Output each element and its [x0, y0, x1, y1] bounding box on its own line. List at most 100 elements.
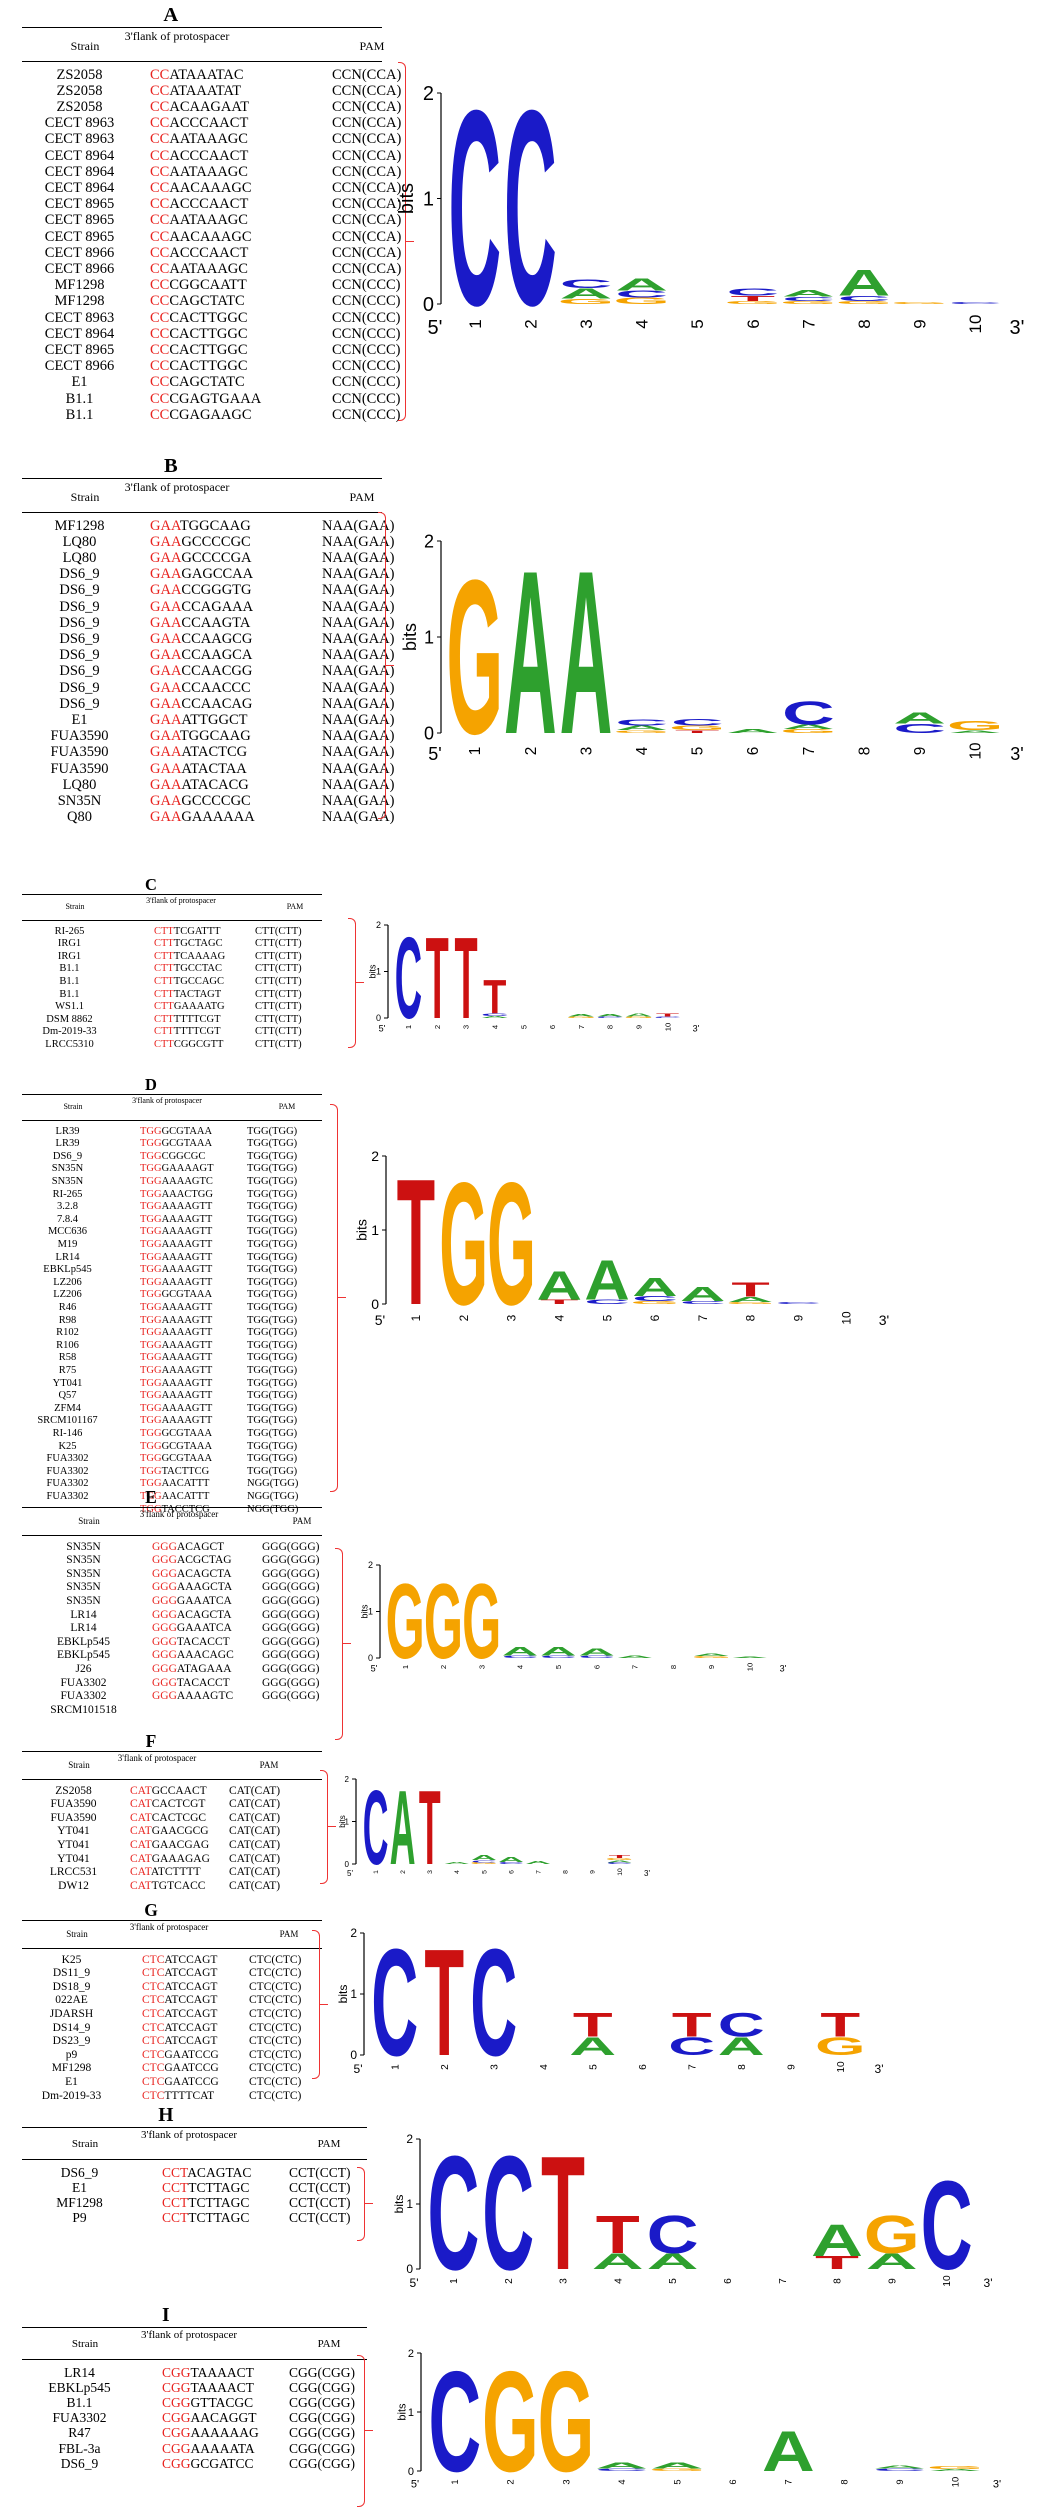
- strain-cell: P9: [72, 2210, 87, 2226]
- pam-motif: TGG: [140, 1377, 162, 1389]
- flank-sequence: CACTTGGC: [169, 358, 248, 375]
- logo-letter-g: G: [624, 1016, 653, 1018]
- logo-letter-g: G: [726, 1301, 775, 1304]
- flank-cell: TGGAAAAGTT: [140, 1302, 212, 1313]
- header-strain: Strain: [66, 1928, 88, 1939]
- flank-sequence: CACTTGGC: [169, 325, 248, 342]
- position-label: 9: [635, 1025, 644, 1029]
- flank-sequence: ATAAATAT: [169, 82, 242, 99]
- logo-letter-t: T: [426, 914, 449, 1043]
- panel-letter: F: [145, 1731, 157, 1751]
- position-label: 6: [744, 319, 763, 328]
- pam-motif: TGG: [140, 1490, 162, 1502]
- pam-motif: CTT: [154, 963, 174, 975]
- logo-letter-c: C: [921, 2155, 973, 2296]
- logo-letter-a: A: [693, 1653, 729, 1657]
- position-label: 1: [401, 1665, 410, 1669]
- logo-letter-g: G: [482, 2342, 539, 2502]
- pam-motif: CC: [150, 115, 170, 132]
- position-label: 5: [481, 1870, 488, 1874]
- flank-sequence: ACCCAACT: [169, 147, 249, 164]
- header-flank: 3'flank of protospacer: [146, 895, 216, 905]
- pam-motif: GAA: [150, 630, 182, 647]
- pam-cell: CCN(CCC): [332, 309, 401, 326]
- logo-letter-a: A: [525, 1860, 551, 1865]
- logo-letter-a: A: [838, 263, 891, 304]
- flank-sequence: CACTTGGC: [169, 309, 248, 326]
- pam-cell: CTT(CTT): [255, 938, 302, 950]
- pam-cell: CTC(CTC): [249, 1980, 302, 1993]
- pam-cell: CAT(CAT): [229, 1798, 281, 1811]
- strain-cell: SN35N: [51, 1163, 84, 1175]
- flank-sequence: ATACTAA: [181, 760, 247, 777]
- logo-letter-c: C: [615, 289, 668, 300]
- logo-letter-c: C: [607, 1862, 633, 1865]
- flank-sequence: GCGTAAA: [161, 1427, 213, 1439]
- position-label: 9: [707, 1665, 716, 1669]
- strain-cell: YT041: [57, 1825, 90, 1838]
- flank-sequence: ATCCAGT: [164, 2035, 218, 2048]
- position-label: 3: [477, 1665, 486, 1669]
- flank-cell: GGGACGCTAG: [152, 1554, 232, 1566]
- flank-sequence: AAAAGTT: [161, 1264, 213, 1276]
- strain-cell: SN35N: [66, 1594, 101, 1607]
- flank-cell: TGGAAAAGTT: [140, 1340, 212, 1351]
- logo-letter-g: G: [446, 534, 503, 780]
- flank-sequence: AAAAGTT: [161, 1301, 213, 1313]
- flank-sequence: AATAAAGC: [169, 131, 248, 148]
- flank-cell: CGGGCGATCC: [162, 2456, 254, 2472]
- position-label: 9: [887, 2278, 898, 2284]
- table-header-rule: [22, 60, 382, 62]
- pam-cell: NGG(TGG): [247, 1478, 299, 1490]
- pam-cell: NAA(GAA): [322, 711, 395, 728]
- five-prime-label: 5': [411, 2479, 419, 2491]
- flank-sequence: CCAACGG: [181, 663, 253, 680]
- y-axis-label: bits: [367, 964, 377, 979]
- pam-cell: CGG(CGG): [289, 2440, 355, 2456]
- logo-letter-a: A: [728, 1296, 773, 1304]
- position-label: 10: [968, 742, 985, 759]
- pam-motif: TGG: [140, 1213, 162, 1225]
- strain-cell: B1.1: [59, 988, 80, 1000]
- pam-cell: GGG(GGG): [262, 1662, 320, 1675]
- position-label: 10: [617, 1868, 624, 1876]
- flank-cell: CATGAACGCG: [130, 1825, 209, 1837]
- strain-cell: FUA3302: [60, 1676, 107, 1689]
- strain-cell: R98: [58, 1314, 77, 1326]
- flank-sequence: ACCCAACT: [169, 196, 249, 213]
- flank-cell: GAAGCCCCGC: [150, 793, 251, 810]
- panel-letter: A: [163, 4, 179, 26]
- strain-cell: MF1298: [54, 293, 105, 310]
- position-label: 4: [634, 746, 651, 755]
- strain-cell: EBKLp545: [43, 1264, 92, 1276]
- logo-letter-c: C: [502, 1655, 538, 1659]
- flank-sequence: TTTTCGT: [173, 1026, 221, 1038]
- table-top-rule: [22, 1919, 322, 1921]
- strain-cell: SN35N: [51, 1175, 84, 1187]
- position-label: 8: [855, 319, 874, 328]
- pam-cell: CTT(CTT): [255, 925, 302, 937]
- position-label: 9: [895, 2479, 905, 2484]
- flank-sequence: CACTCGT: [151, 1798, 206, 1811]
- flank-sequence: ACCCAACT: [169, 244, 249, 261]
- pam-motif: CTC: [142, 2048, 165, 2061]
- strain-cell: FUA3590: [50, 728, 109, 745]
- position-label: 3: [505, 1314, 519, 1321]
- y-tick-label: 0: [423, 294, 434, 316]
- pam-motif: CC: [150, 309, 170, 326]
- header-flank: 3'flank of protospacer: [140, 2328, 238, 2341]
- position-label: 5: [519, 1025, 528, 1029]
- strain-cell: DS11_9: [52, 1967, 91, 1980]
- y-tick-label: 2: [424, 531, 434, 551]
- logo-letter-g: G: [566, 1016, 595, 1018]
- pam-motif: TGG: [140, 1226, 162, 1238]
- five-prime-label: 5': [375, 1312, 385, 1328]
- flank-cell: CGGTAAAACT: [162, 2365, 254, 2381]
- strain-cell: DSM 8862: [46, 1013, 93, 1025]
- pam-motif: TGG: [140, 1465, 162, 1477]
- pam-cell: CAT(CAT): [229, 1811, 281, 1824]
- pam-motif: GGG: [152, 1581, 177, 1594]
- flank-sequence: AAAAGTT: [161, 1364, 213, 1376]
